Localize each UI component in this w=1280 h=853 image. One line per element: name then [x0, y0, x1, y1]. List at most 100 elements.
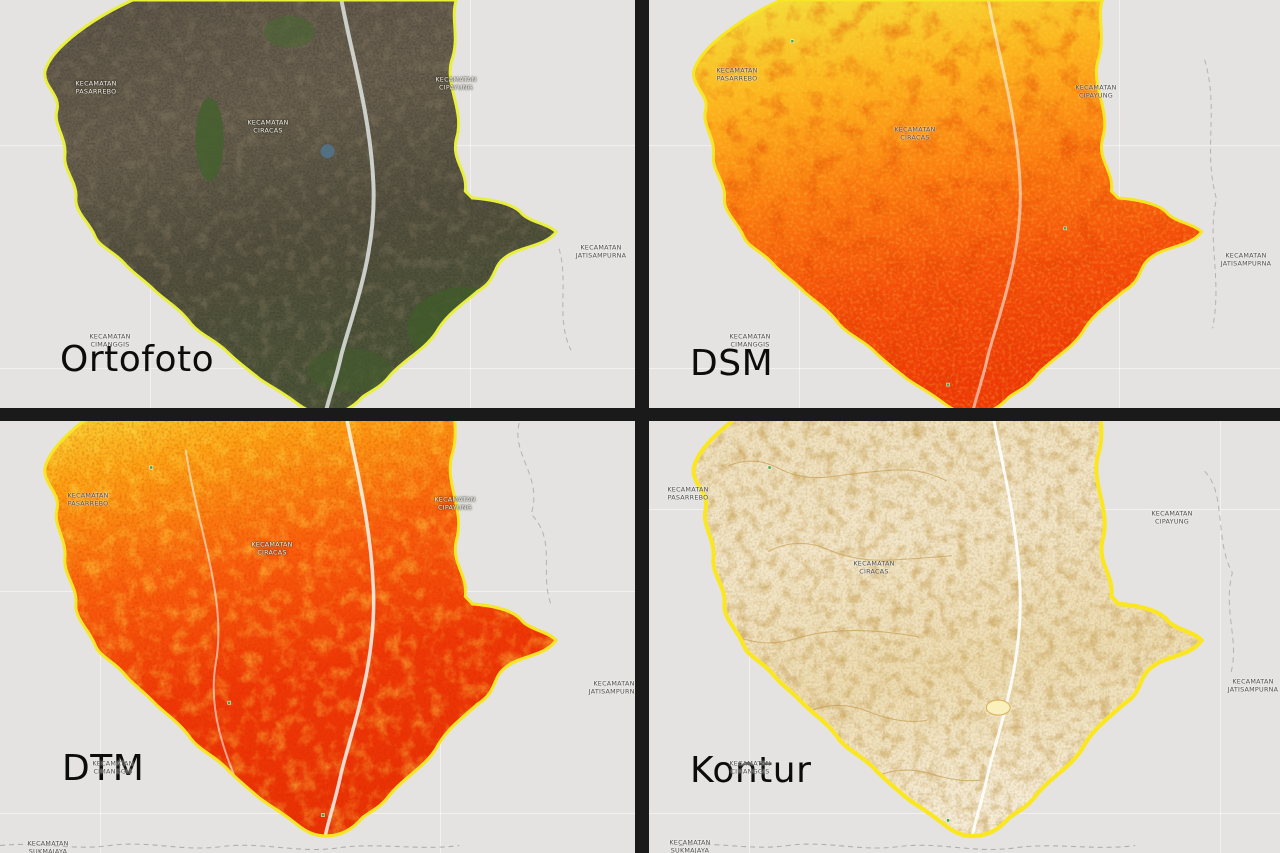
vegetation-patch: [307, 348, 392, 393]
dtm-map: [0, 421, 558, 850]
region-label-line: KECAMATAN: [1232, 677, 1274, 686]
region-label-line: PASARREBO: [75, 87, 117, 95]
main-road: [323, 0, 376, 408]
region-label-line: JATISAMPURNA: [575, 251, 627, 259]
region-label-pasarrebo: KECAMATAN PASARREBO: [75, 80, 116, 95]
place-marker: [790, 39, 795, 44]
region-label-ciracas: KECAMATAN CIRACAS: [853, 560, 894, 575]
quadrant-dtm: KECAMATAN PASARREBO KECAMATAN CIRACAS KE…: [0, 421, 635, 853]
region-label-line: KECAMATAN: [894, 125, 936, 134]
contour-line: [728, 460, 947, 482]
region-label-line: KECAMATAN: [27, 839, 69, 848]
region-label-line: KECAMATAN: [716, 66, 758, 75]
region-label-cimanggis: KECAMATAN CIMANGGIS: [89, 333, 130, 348]
region-label-line: CIMANGGIS: [93, 767, 133, 775]
region-label-line: CIRACAS: [900, 133, 930, 141]
region-label-cimanggis: KECAMATAN CIMANGGIS: [729, 333, 770, 348]
region-label-line: KECAMATAN: [434, 495, 476, 504]
region-label-line: JATISAMPURNA: [588, 687, 635, 695]
quadrant-dsm: KECAMATAN PASARREBO KECAMATAN CIRACAS KE…: [649, 0, 1280, 408]
region-label-cipayung: KECAMATAN CIPAYUNG: [434, 496, 475, 511]
contour-line: [738, 630, 919, 644]
region-label-line: KECAMATAN: [580, 243, 622, 252]
place-marker: [767, 465, 772, 470]
ortofoto-map: [43, 0, 572, 408]
horizontal-divider: [0, 408, 1280, 421]
place-marker: [321, 813, 325, 817]
region-label-line: PASARREBO: [667, 493, 709, 501]
vegetation-patch: [484, 263, 557, 324]
region-label-jatisampurna: KECAMATAN JATISAMPURNA: [1221, 252, 1272, 267]
region-label-sukmajaya: KECAMATAN SUKMAJAYA: [27, 840, 68, 853]
contour-line: [877, 769, 981, 782]
region-label-line: PASARREBO: [67, 499, 109, 507]
region-label-line: JATISAMPURNA: [1227, 685, 1279, 693]
region-label-line: SUKMAJAYA: [28, 847, 68, 853]
region-label-line: CIPAYUNG: [1079, 91, 1113, 99]
region-label-jatisampurna: KECAMATAN JATISAMPURNA: [589, 680, 635, 695]
contour-line: [767, 542, 952, 561]
quadrant-kontur: KECAMATAN PASARREBO KECAMATAN CIRACAS KE…: [649, 421, 1280, 853]
map-title-kontur: Kontur: [690, 750, 812, 791]
main-road: [970, 421, 1022, 836]
region-label-line: KECAMATAN: [89, 332, 131, 341]
region-label-line: KECAMATAN: [247, 118, 289, 127]
region-label-line: CIMANGGIS: [90, 340, 130, 348]
region-label-line: JATISAMPURNA: [1220, 259, 1272, 267]
region-label-line: KECAMATAN: [1151, 509, 1193, 518]
region-label-cipayung: KECAMATAN CIPAYUNG: [1151, 510, 1192, 525]
region-label-line: KECAMATAN: [853, 559, 895, 568]
admin-boundary-dashed: [1204, 59, 1218, 329]
region-label-line: KECAMATAN: [669, 838, 711, 847]
region-label-line: KECAMATAN: [593, 679, 635, 688]
region-label-line: KECAMATAN: [92, 759, 134, 768]
pond: [985, 699, 1011, 716]
region-label-line: KECAMATAN: [435, 75, 477, 84]
region-label-ciracas: KECAMATAN CIRACAS: [247, 119, 288, 134]
region-label-line: CIRACAS: [253, 126, 283, 134]
region-label-line: KECAMATAN: [1075, 83, 1117, 92]
region-label-line: KECAMATAN: [251, 540, 293, 549]
place-marker: [149, 465, 154, 470]
region-label-cipayung: KECAMATAN CIPAYUNG: [435, 76, 476, 91]
region-label-line: KECAMATAN: [75, 79, 117, 88]
map-title-ortofoto: Ortofoto: [60, 339, 215, 380]
contour-line: [807, 704, 927, 723]
region-label-line: CIPAYUNG: [1155, 517, 1189, 525]
quadrant-ortofoto: KECAMATAN PASARREBO KECAMATAN CIRACAS KE…: [0, 0, 635, 408]
region-label-line: KECAMATAN: [729, 759, 771, 768]
region-label-jatisampurna: KECAMATAN JATISAMPURNA: [576, 244, 627, 259]
admin-boundary-dashed: [558, 248, 572, 351]
map-title-dtm: DTM: [62, 748, 145, 789]
region-label-line: KECAMATAN: [667, 485, 709, 494]
main-road: [323, 421, 376, 836]
region-label-pasarrebo: KECAMATAN PASARREBO: [667, 486, 708, 501]
region-label-line: CIRACAS: [859, 567, 889, 575]
region-label-line: PASARREBO: [716, 74, 758, 82]
region-label-cipayung: KECAMATAN CIPAYUNG: [1075, 84, 1116, 99]
region-label-line: KECAMATAN: [729, 332, 771, 341]
vertical-divider: [635, 0, 649, 853]
kontur-map: [678, 421, 1234, 850]
place-marker: [946, 818, 950, 823]
dsm-map: [691, 0, 1218, 408]
river-valley-line: [184, 449, 241, 790]
region-label-line: SUKMAJAYA: [670, 846, 710, 853]
region-label-line: CIRACAS: [257, 548, 287, 556]
place-marker: [227, 700, 231, 705]
region-label-pasarrebo: KECAMATAN PASARREBO: [67, 492, 108, 507]
vegetation-patch: [263, 15, 316, 48]
region-label-sukmajaya: KECAMATAN SUKMAJAYA: [669, 839, 710, 853]
region-label-ciracas: KECAMATAN CIRACAS: [894, 126, 935, 141]
region-label-line: CIPAYUNG: [439, 83, 473, 91]
main-road: [970, 0, 1022, 408]
region-label-line: CIPAYUNG: [438, 503, 472, 511]
region-label-ciracas: KECAMATAN CIRACAS: [251, 541, 292, 556]
map-title-dsm: DSM: [690, 343, 774, 384]
region-label-cimanggis: KECAMATAN CIMANGGIS: [729, 760, 770, 775]
region-label-line: CIMANGGIS: [730, 340, 770, 348]
region-label-pasarrebo: KECAMATAN PASARREBO: [716, 67, 757, 82]
place-marker: [1063, 226, 1067, 231]
region-label-line: KECAMATAN: [1225, 251, 1267, 260]
